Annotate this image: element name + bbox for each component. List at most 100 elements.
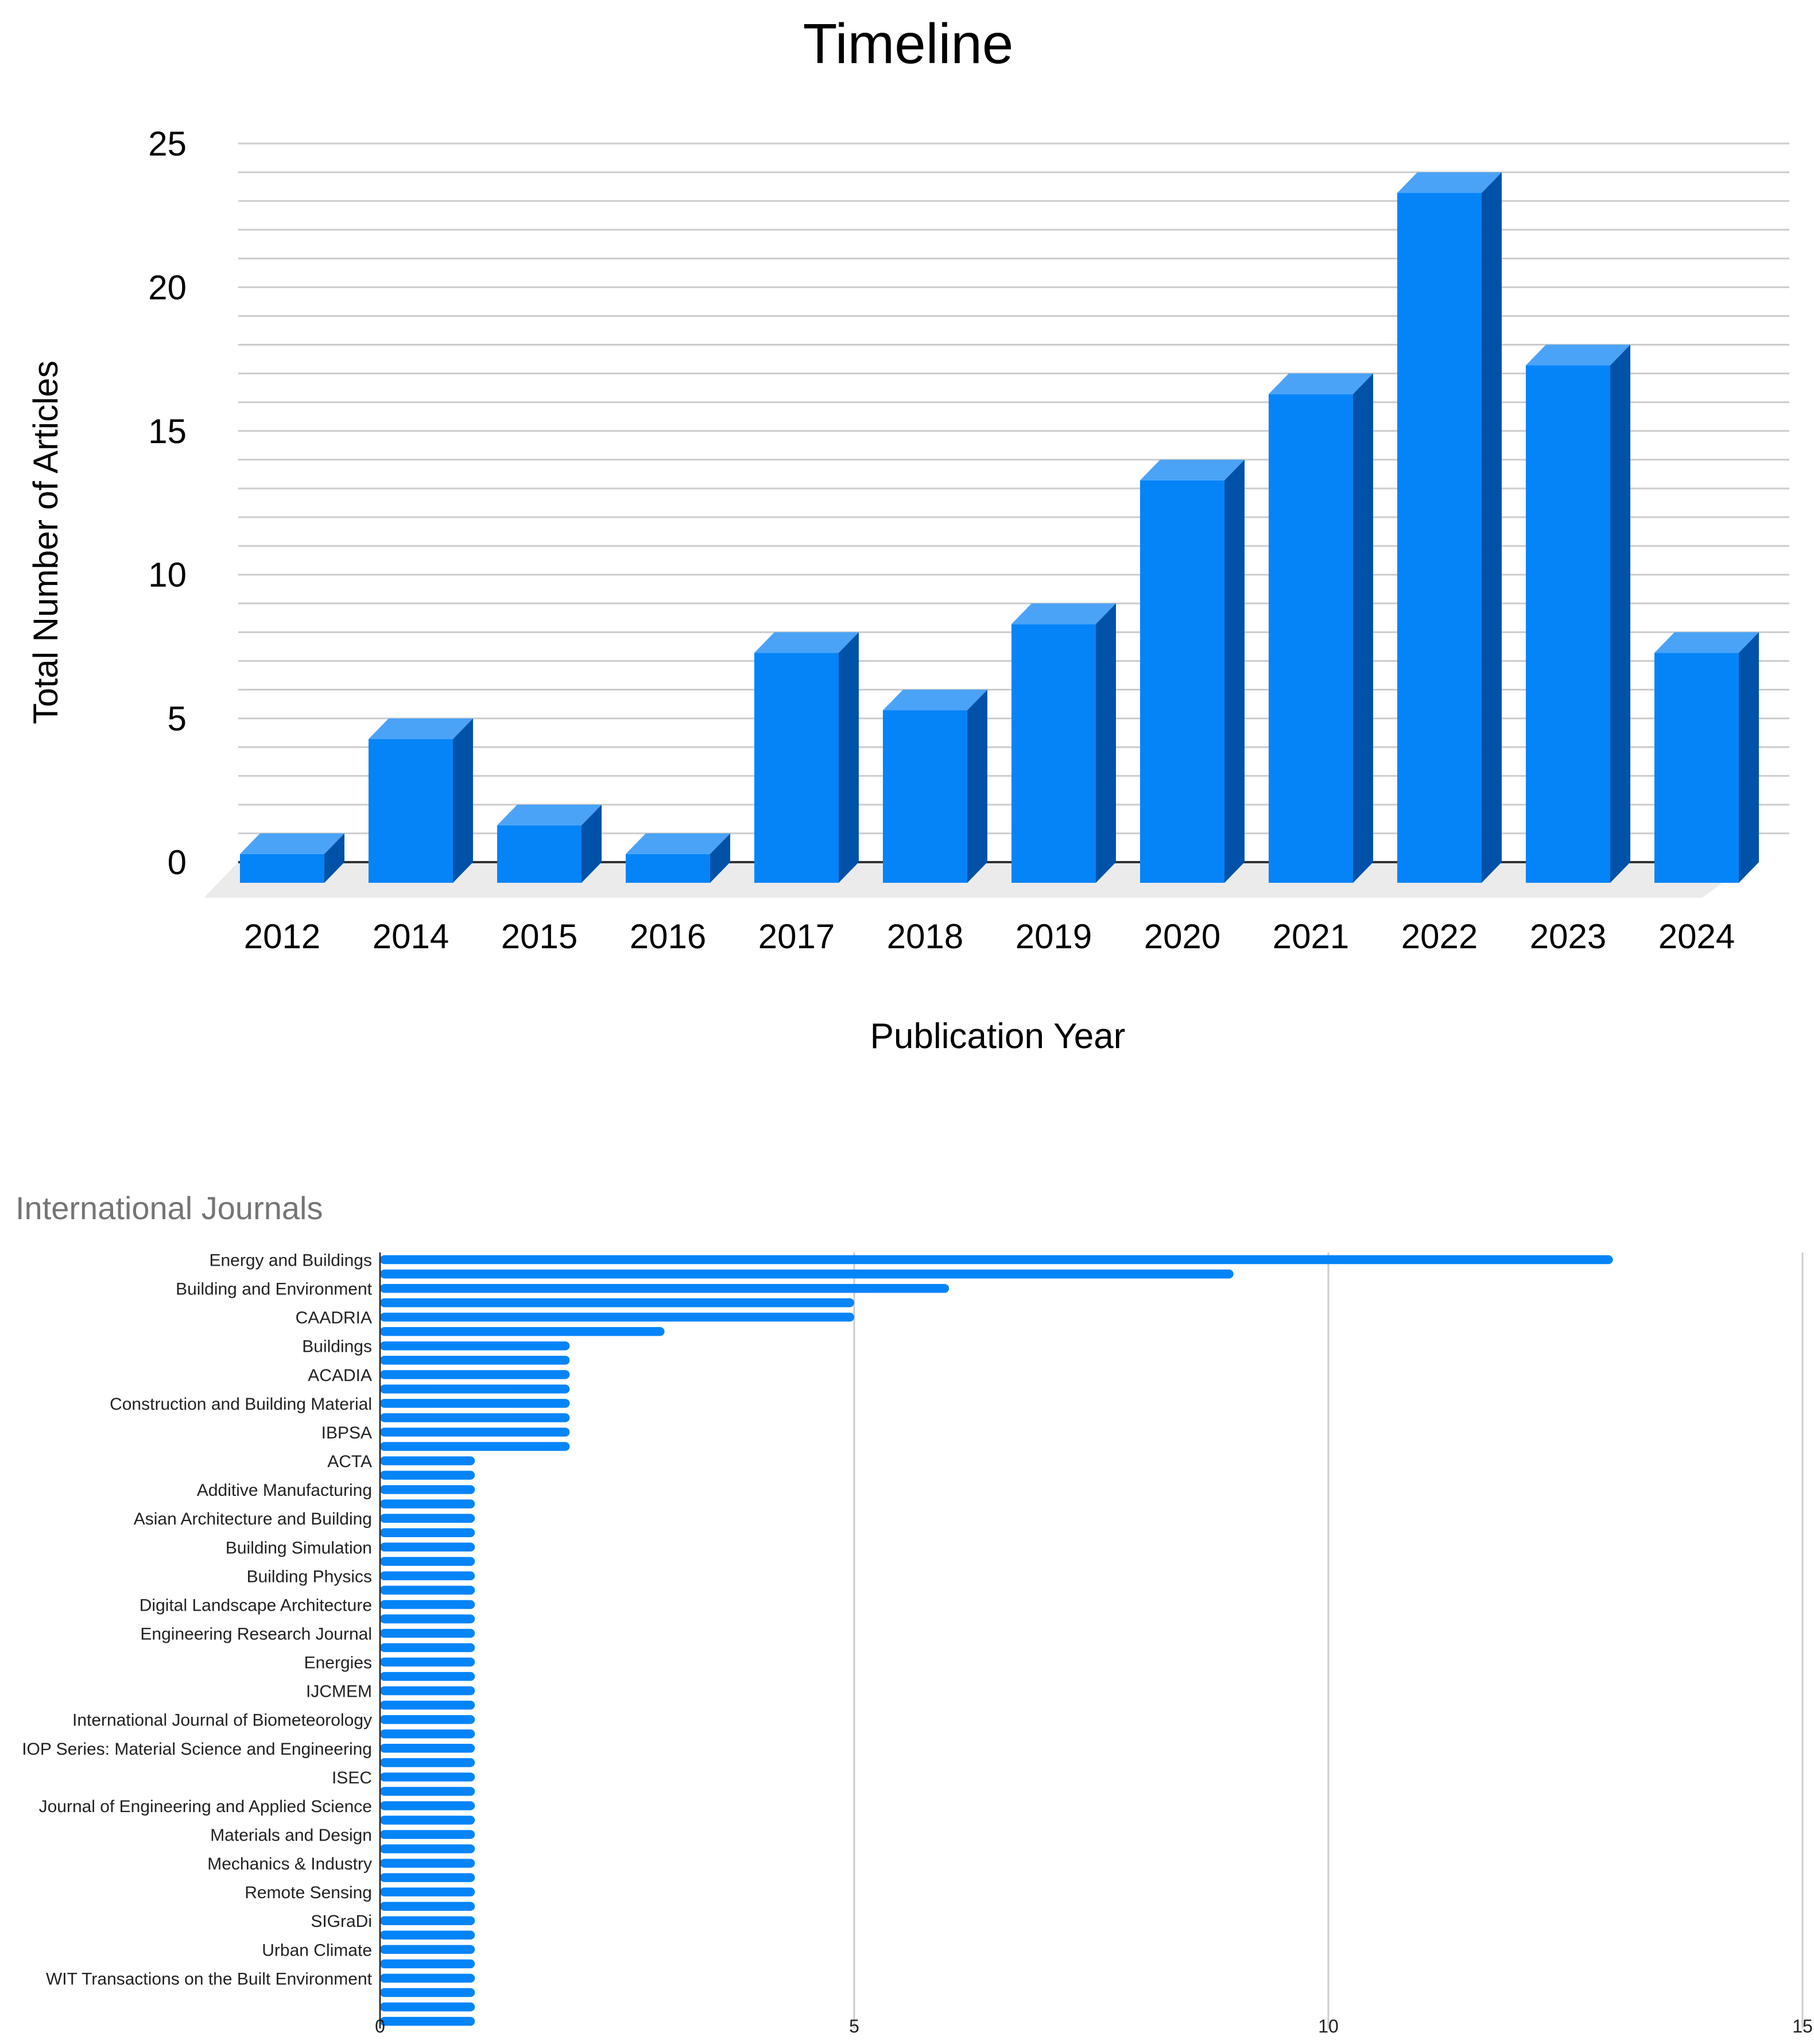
journals-bar <box>380 1413 570 1422</box>
timeline-bar <box>883 689 987 883</box>
timeline-y-axis-label: Total Number of Articles <box>26 360 65 724</box>
journals-bar <box>380 1830 475 1839</box>
journals-bar <box>380 1945 475 1954</box>
journals-bar <box>380 1456 475 1465</box>
journals-bar <box>380 1614 475 1624</box>
journals-category-label: Building Simulation <box>226 1538 372 1557</box>
journals-bar <box>380 1816 475 1825</box>
timeline-bar-side <box>1482 172 1502 883</box>
journals-category-label: Energies <box>304 1654 372 1673</box>
journals-bar <box>380 1571 475 1581</box>
timeline-bar-front <box>1526 365 1610 883</box>
journals-bar <box>380 1384 570 1394</box>
journals-bar <box>380 1700 475 1710</box>
journals-x-tick-label: 15 <box>1792 2016 1813 2037</box>
timeline-bar <box>1011 603 1116 883</box>
timeline-x-tick-label: 2017 <box>758 917 835 956</box>
journals-chart: International Journals Energy and Buildi… <box>15 1190 1813 2037</box>
journals-bar <box>380 1370 570 1379</box>
journals-category-label: Mechanics & Industry <box>207 1855 372 1874</box>
timeline-bar <box>1526 344 1630 883</box>
timeline-y-tick-label: 0 <box>168 843 187 882</box>
journals-bar <box>380 1585 475 1595</box>
journals-x-tick-label: 0 <box>375 2016 385 2037</box>
journals-bar <box>380 1729 475 1739</box>
timeline-x-tick-label: 2020 <box>1144 917 1220 956</box>
journals-bar <box>380 1887 475 1896</box>
journals-bar <box>380 1859 475 1868</box>
journals-bar <box>380 1657 475 1667</box>
timeline-bar-side <box>839 632 859 883</box>
journals-category-label: Construction and Building Material <box>110 1395 372 1414</box>
journals-category-label: IBPSA <box>321 1424 372 1442</box>
journals-category-label: IOP Series: Material Science and Enginee… <box>22 1740 372 1759</box>
timeline-bar <box>1654 632 1759 883</box>
journals-bar <box>380 1715 475 1724</box>
timeline-bar-top <box>1397 172 1502 193</box>
journals-bar <box>380 1399 570 1408</box>
timeline-bar-top <box>497 804 602 825</box>
timeline-bar-side <box>453 718 473 883</box>
journals-title: International Journals <box>15 1190 323 1226</box>
journals-category-label: WIT Transactions on the Built Environmen… <box>46 1969 373 1988</box>
timeline-x-tick-label: 2022 <box>1401 917 1478 956</box>
journals-bar <box>380 1671 475 1681</box>
journals-bar <box>380 1269 1234 1279</box>
timeline-x-tick-label: 2019 <box>1015 917 1092 956</box>
journals-bar <box>380 1916 475 1925</box>
journals-category-label: ACADIA <box>308 1366 372 1385</box>
timeline-x-tick-label: 2023 <box>1530 917 1606 956</box>
timeline-x-axis-label: Publication Year <box>870 1017 1126 1056</box>
timeline-bar-top <box>1654 632 1759 653</box>
journals-bar <box>380 1499 475 1508</box>
journals-gridlines <box>853 1252 1804 2029</box>
timeline-y-tick-label: 15 <box>148 412 187 451</box>
timeline-x-tick-label: 2021 <box>1273 917 1349 956</box>
timeline-bar-front <box>369 739 453 883</box>
timeline-bar-side <box>967 689 987 883</box>
journals-bars <box>380 1255 1613 2026</box>
journals-bar <box>380 1959 475 1969</box>
timeline-bar-front <box>1011 624 1096 883</box>
journals-category-label: Buildings <box>302 1337 372 1356</box>
journals-category-label: Energy and Buildings <box>209 1251 372 1270</box>
timeline-bar <box>240 833 344 883</box>
timeline-bar-front <box>240 854 324 883</box>
journals-category-label: ISEC <box>332 1768 372 1787</box>
timeline-y-tick-label: 20 <box>148 268 187 307</box>
timeline-bar-top <box>626 833 730 854</box>
journals-category-label: International Journal of Biometeorology <box>72 1711 372 1730</box>
journals-bar <box>380 1801 475 1810</box>
journals-bar <box>380 1255 1613 1265</box>
journals-category-label: CAADRIA <box>296 1309 372 1328</box>
journals-bar <box>380 1988 475 1998</box>
timeline-bars <box>240 172 1759 883</box>
timeline-bar-front <box>626 854 710 883</box>
journals-category-label: Urban Climate <box>262 1941 372 1960</box>
timeline-bar-front <box>754 653 839 883</box>
timeline-bar-front <box>1140 480 1224 883</box>
journals-category-label: Building and Environment <box>176 1280 373 1299</box>
timeline-bar-top <box>240 833 344 854</box>
timeline-y-tick-label: 25 <box>148 125 187 163</box>
timeline-bar-front <box>1269 394 1353 883</box>
journals-bar <box>380 1542 475 1552</box>
timeline-x-tick-label: 2014 <box>373 917 449 956</box>
journals-x-tick-label: 5 <box>849 2016 859 2037</box>
journals-bar <box>380 1787 475 1796</box>
timeline-x-tick-label: 2024 <box>1658 917 1735 956</box>
timeline-bar-top <box>754 632 859 653</box>
journals-category-label: IJCMEM <box>306 1682 372 1701</box>
timeline-bar <box>497 804 602 883</box>
timeline-x-tick-label: 2016 <box>630 917 706 956</box>
timeline-bar-top <box>1269 373 1373 394</box>
timeline-bar-front <box>1397 193 1482 883</box>
timeline-bar-side <box>324 833 344 883</box>
journals-bar <box>380 1557 475 1566</box>
timeline-bar-side <box>1224 459 1245 883</box>
timeline-bar <box>1269 373 1373 883</box>
timeline-x-tick-label: 2012 <box>244 917 320 956</box>
journals-bar <box>380 1298 854 1308</box>
timeline-title: Timeline <box>803 12 1014 75</box>
timeline-bar-top <box>1526 344 1630 366</box>
